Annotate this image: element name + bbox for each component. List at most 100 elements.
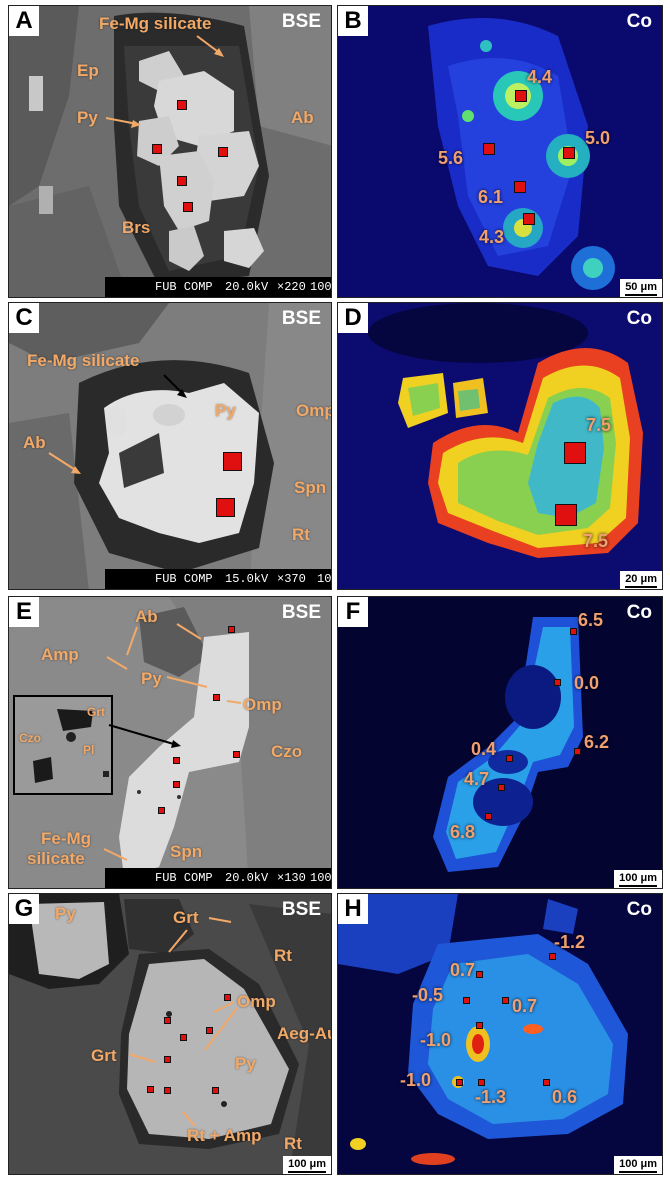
analysis-spot (177, 176, 187, 186)
co-value: -1.0 (400, 1070, 432, 1090)
scale-bar-label: 100 μm (619, 872, 657, 884)
panel-letter: F (338, 597, 368, 627)
co-value: 7.5 (586, 415, 612, 435)
sem-instrument: FUB COMP (155, 871, 213, 885)
imaging-mode-label: BSE (281, 308, 321, 329)
co-value: 5.6 (438, 148, 464, 168)
co-value: 4.4 (527, 67, 553, 87)
co-value: 6.2 (584, 732, 610, 752)
analysis-spot (483, 143, 495, 155)
analysis-spot (164, 1056, 171, 1063)
analysis-spot (570, 628, 577, 635)
mineral-label-py: Py (141, 669, 162, 688)
scale-bar: 20 μm (620, 571, 662, 589)
analysis-spot (554, 679, 561, 686)
panel-letter: D (338, 303, 368, 333)
sem-instrument: FUB COMP (155, 280, 213, 294)
bse-image-a (9, 6, 331, 297)
scale-bar-line (619, 1171, 657, 1173)
panel-b-co-map: B Co 4.4 5.0 5.6 6.1 4.3 50 μm (337, 5, 663, 298)
scale-bar-label: 100 μm (288, 1158, 326, 1170)
mineral-label-py: Py (215, 401, 236, 420)
analysis-spot (563, 147, 575, 159)
analysis-spot (224, 994, 231, 1001)
mineral-label-py: Py (55, 904, 76, 923)
co-value: 4.7 (464, 769, 490, 789)
sem-magnification: ×370 (277, 572, 306, 586)
mineral-label-grt: Grt (91, 1046, 117, 1065)
analysis-spot (173, 757, 180, 764)
panel-letter: A (9, 6, 39, 36)
element-label: Co (626, 308, 652, 329)
panel-c-bse-image: C BSE Fe-Mg silicate Py Omp Ab Spn Rt FU… (8, 302, 332, 590)
mineral-label-ab: Ab (135, 607, 158, 626)
co-map-f (338, 597, 662, 888)
co-value: 5.0 (585, 128, 611, 148)
co-value: -1.0 (420, 1030, 452, 1050)
analysis-spot (223, 452, 242, 471)
mineral-label-silicate: silicate (27, 849, 85, 868)
imaging-mode-label: BSE (281, 899, 321, 920)
mineral-label-fe-mg-silicate: Fe-Mg silicate (99, 14, 212, 33)
analysis-spot (233, 751, 240, 758)
mineral-label-brs: Brs (122, 218, 151, 237)
analysis-spot (515, 90, 527, 102)
mineral-label-ab: Ab (23, 433, 46, 452)
analysis-spot (183, 202, 193, 212)
sem-info-bar: FUB COMP 15.0kV ×370 10μm (105, 569, 331, 589)
mineral-label-rt-amp: Rt + Amp (187, 1126, 262, 1145)
mineral-label-spn: Spn (170, 842, 203, 861)
analysis-spot (158, 807, 165, 814)
co-value: 0.7 (450, 960, 476, 980)
scale-bar-line (619, 885, 657, 887)
analysis-spot (506, 755, 513, 762)
mineral-label-omp: Omp (237, 992, 276, 1011)
scale-bar-label: 20 μm (625, 573, 657, 585)
element-label: Co (626, 602, 652, 623)
analysis-spot (216, 498, 235, 517)
inset-label-pl: Pl (83, 743, 95, 757)
analysis-spot (173, 781, 180, 788)
co-value: 0.4 (471, 739, 497, 759)
imaging-mode-label: BSE (281, 11, 321, 32)
mineral-label-rt: Rt (284, 1134, 302, 1153)
analysis-spot (514, 181, 526, 193)
mineral-label-amp: Amp (41, 645, 79, 664)
mineral-label-fe-mg: Fe-Mg (41, 829, 92, 848)
sem-instrument: FUB COMP (155, 572, 213, 586)
panel-letter: H (338, 894, 368, 924)
co-value: -1.3 (475, 1087, 507, 1107)
mineral-label-omp: Omp (296, 401, 332, 420)
scale-bar-line (288, 1171, 326, 1173)
scale-bar-line (625, 586, 657, 588)
sem-voltage: 20.0kV (225, 871, 269, 885)
panel-g-bse-image: G BSE Py Grt Rt Omp Aeg-Aug Grt Py Rt + … (8, 893, 332, 1175)
analysis-spot (164, 1087, 171, 1094)
analysis-spot (456, 1079, 463, 1086)
co-value: 6.1 (478, 187, 504, 207)
sem-voltage: 15.0kV (225, 572, 269, 586)
inset-bse (33, 709, 109, 783)
analysis-spot (206, 1027, 213, 1034)
scale-bar-label: 100 μm (619, 1158, 657, 1170)
mineral-label-czo: Czo (271, 742, 303, 761)
co-value: 0.7 (512, 996, 538, 1016)
analysis-spot (180, 1034, 187, 1041)
analysis-spot (478, 1079, 485, 1086)
sem-magnification: ×130 (277, 871, 306, 885)
mineral-label-fe-mg-silicate: Fe-Mg silicate (27, 351, 140, 370)
scale-bar: 100 μm (283, 1156, 331, 1174)
analysis-spot (502, 997, 509, 1004)
analysis-spot (218, 147, 228, 157)
inset-label-czo: Czo (19, 731, 41, 745)
mineral-label-aeg-aug: Aeg-Aug (277, 1024, 331, 1043)
panel-letter: B (338, 6, 368, 36)
sem-voltage: 20.0kV (225, 280, 269, 294)
analysis-spot (164, 1017, 171, 1024)
co-value: 4.3 (479, 227, 505, 247)
co-value: -0.5 (412, 985, 444, 1005)
imaging-mode-label: BSE (281, 602, 321, 623)
